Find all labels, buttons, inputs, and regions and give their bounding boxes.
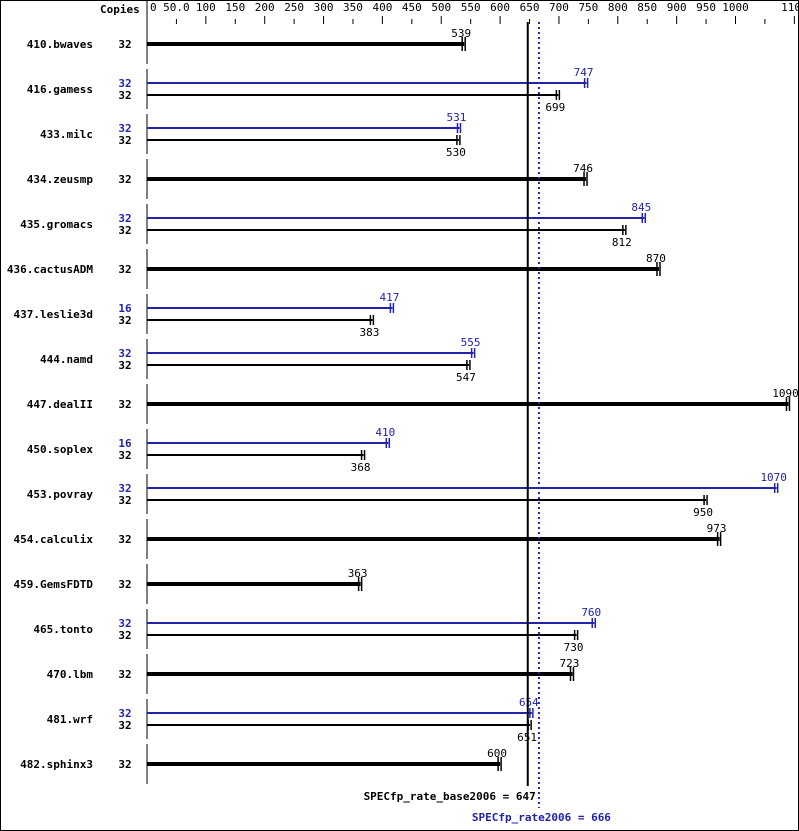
benchmark-label: 459.GemsFDTD: [14, 578, 94, 591]
x-tick-label: 1100: [781, 1, 799, 14]
x-tick-label: 550: [461, 1, 481, 14]
base-copies: 32: [118, 449, 131, 462]
base-copies: 32: [118, 173, 131, 186]
base-value-label: 723: [560, 657, 580, 670]
benchmark-label: 444.namd: [40, 353, 93, 366]
x-tick-label: 850: [637, 1, 657, 14]
benchmark-label: 447.dealII: [27, 398, 93, 411]
base-copies: 32: [118, 359, 131, 372]
peak-value-label: 417: [379, 291, 399, 304]
peak-copies: 32: [118, 212, 131, 225]
x-tick-label: 800: [608, 1, 628, 14]
x-tick-label: 0: [150, 1, 157, 14]
base-copies: 32: [118, 719, 131, 732]
x-tick-label: 600: [490, 1, 510, 14]
base-value-label: 539: [451, 27, 471, 40]
base-value-label: 547: [456, 371, 476, 384]
benchmark-label: 433.milc: [40, 128, 93, 141]
base-copies: 32: [118, 89, 131, 102]
peak-value-label: 531: [447, 111, 467, 124]
peak-value-label: 845: [631, 201, 651, 214]
base-value-label: 870: [646, 252, 666, 265]
base-value-label: 950: [693, 506, 713, 519]
base-value-label: 368: [351, 461, 371, 474]
benchmark-label: 434.zeusmp: [27, 173, 94, 186]
base-value-label: 699: [545, 101, 565, 114]
peak-value-label: 555: [461, 336, 481, 349]
x-tick-label: 1000: [722, 1, 749, 14]
base-copies: 32: [118, 668, 131, 681]
x-tick-label: 750: [578, 1, 598, 14]
peak-value-label: 1070: [760, 471, 787, 484]
copies-header: Copies: [100, 3, 140, 16]
benchmark-label: 481.wrf: [47, 713, 93, 726]
benchmark-label: 410.bwaves: [27, 38, 93, 51]
base-copies: 32: [118, 494, 131, 507]
x-tick-label: 100: [196, 1, 216, 14]
base-value-label: 383: [359, 326, 379, 339]
x-tick-label: 300: [314, 1, 334, 14]
benchmark-label: 416.gamess: [27, 83, 93, 96]
base-copies: 32: [118, 314, 131, 327]
base-copies: 32: [118, 758, 131, 771]
peak-copies: 32: [118, 707, 131, 720]
x-tick-label: 450: [402, 1, 422, 14]
peak-value-label: 747: [574, 66, 594, 79]
x-tick-label: 50.0: [163, 1, 190, 14]
x-tick-label: 250: [284, 1, 304, 14]
x-tick-label: 700: [549, 1, 569, 14]
base-value-label: 1090: [772, 387, 799, 400]
x-tick-label: 200: [255, 1, 275, 14]
base-value-label: 812: [612, 236, 632, 249]
peak-copies: 32: [118, 122, 131, 135]
base-copies: 32: [118, 263, 131, 276]
benchmark-label: 453.povray: [27, 488, 94, 501]
benchmark-label: 465.tonto: [33, 623, 93, 636]
peak-value-label: 654: [519, 696, 539, 709]
base-copies: 32: [118, 629, 131, 642]
x-tick-label: 950: [696, 1, 716, 14]
x-tick-label: 350: [343, 1, 363, 14]
base-copies: 32: [118, 134, 131, 147]
benchmark-label: 450.soplex: [27, 443, 94, 456]
base-value-label: 600: [487, 747, 507, 760]
base-value-label: 746: [573, 162, 593, 175]
base-copies: 32: [118, 578, 131, 591]
base-reference-label: SPECfp_rate_base2006 = 647: [364, 790, 536, 803]
x-tick-label: 500: [431, 1, 451, 14]
base-value-label: 530: [446, 146, 466, 159]
benchmark-label: 482.sphinx3: [20, 758, 93, 771]
benchmark-label: 470.lbm: [47, 668, 94, 681]
peak-copies: 32: [118, 482, 131, 495]
base-value-label: 730: [564, 641, 584, 654]
benchmark-label: 435.gromacs: [20, 218, 93, 231]
peak-copies: 32: [118, 77, 131, 90]
base-value-label: 973: [707, 522, 727, 535]
benchmark-label: 436.cactusADM: [7, 263, 93, 276]
peak-value-label: 760: [581, 606, 601, 619]
peak-reference-label: SPECfp_rate2006 = 666: [472, 811, 611, 824]
peak-copies: 16: [118, 437, 132, 450]
peak-copies: 32: [118, 347, 131, 360]
x-tick-label: 150: [225, 1, 245, 14]
base-value-label: 363: [348, 567, 368, 580]
benchmark-label: 454.calculix: [14, 533, 94, 546]
peak-copies: 32: [118, 617, 131, 630]
base-copies: 32: [118, 398, 131, 411]
base-copies: 32: [118, 224, 131, 237]
benchmark-label: 437.leslie3d: [14, 308, 93, 321]
x-tick-label: 650: [520, 1, 540, 14]
peak-copies: 16: [118, 302, 132, 315]
x-tick-label: 400: [372, 1, 392, 14]
x-tick-label: 900: [667, 1, 687, 14]
peak-value-label: 410: [375, 426, 395, 439]
base-copies: 32: [118, 38, 131, 51]
base-copies: 32: [118, 533, 131, 546]
